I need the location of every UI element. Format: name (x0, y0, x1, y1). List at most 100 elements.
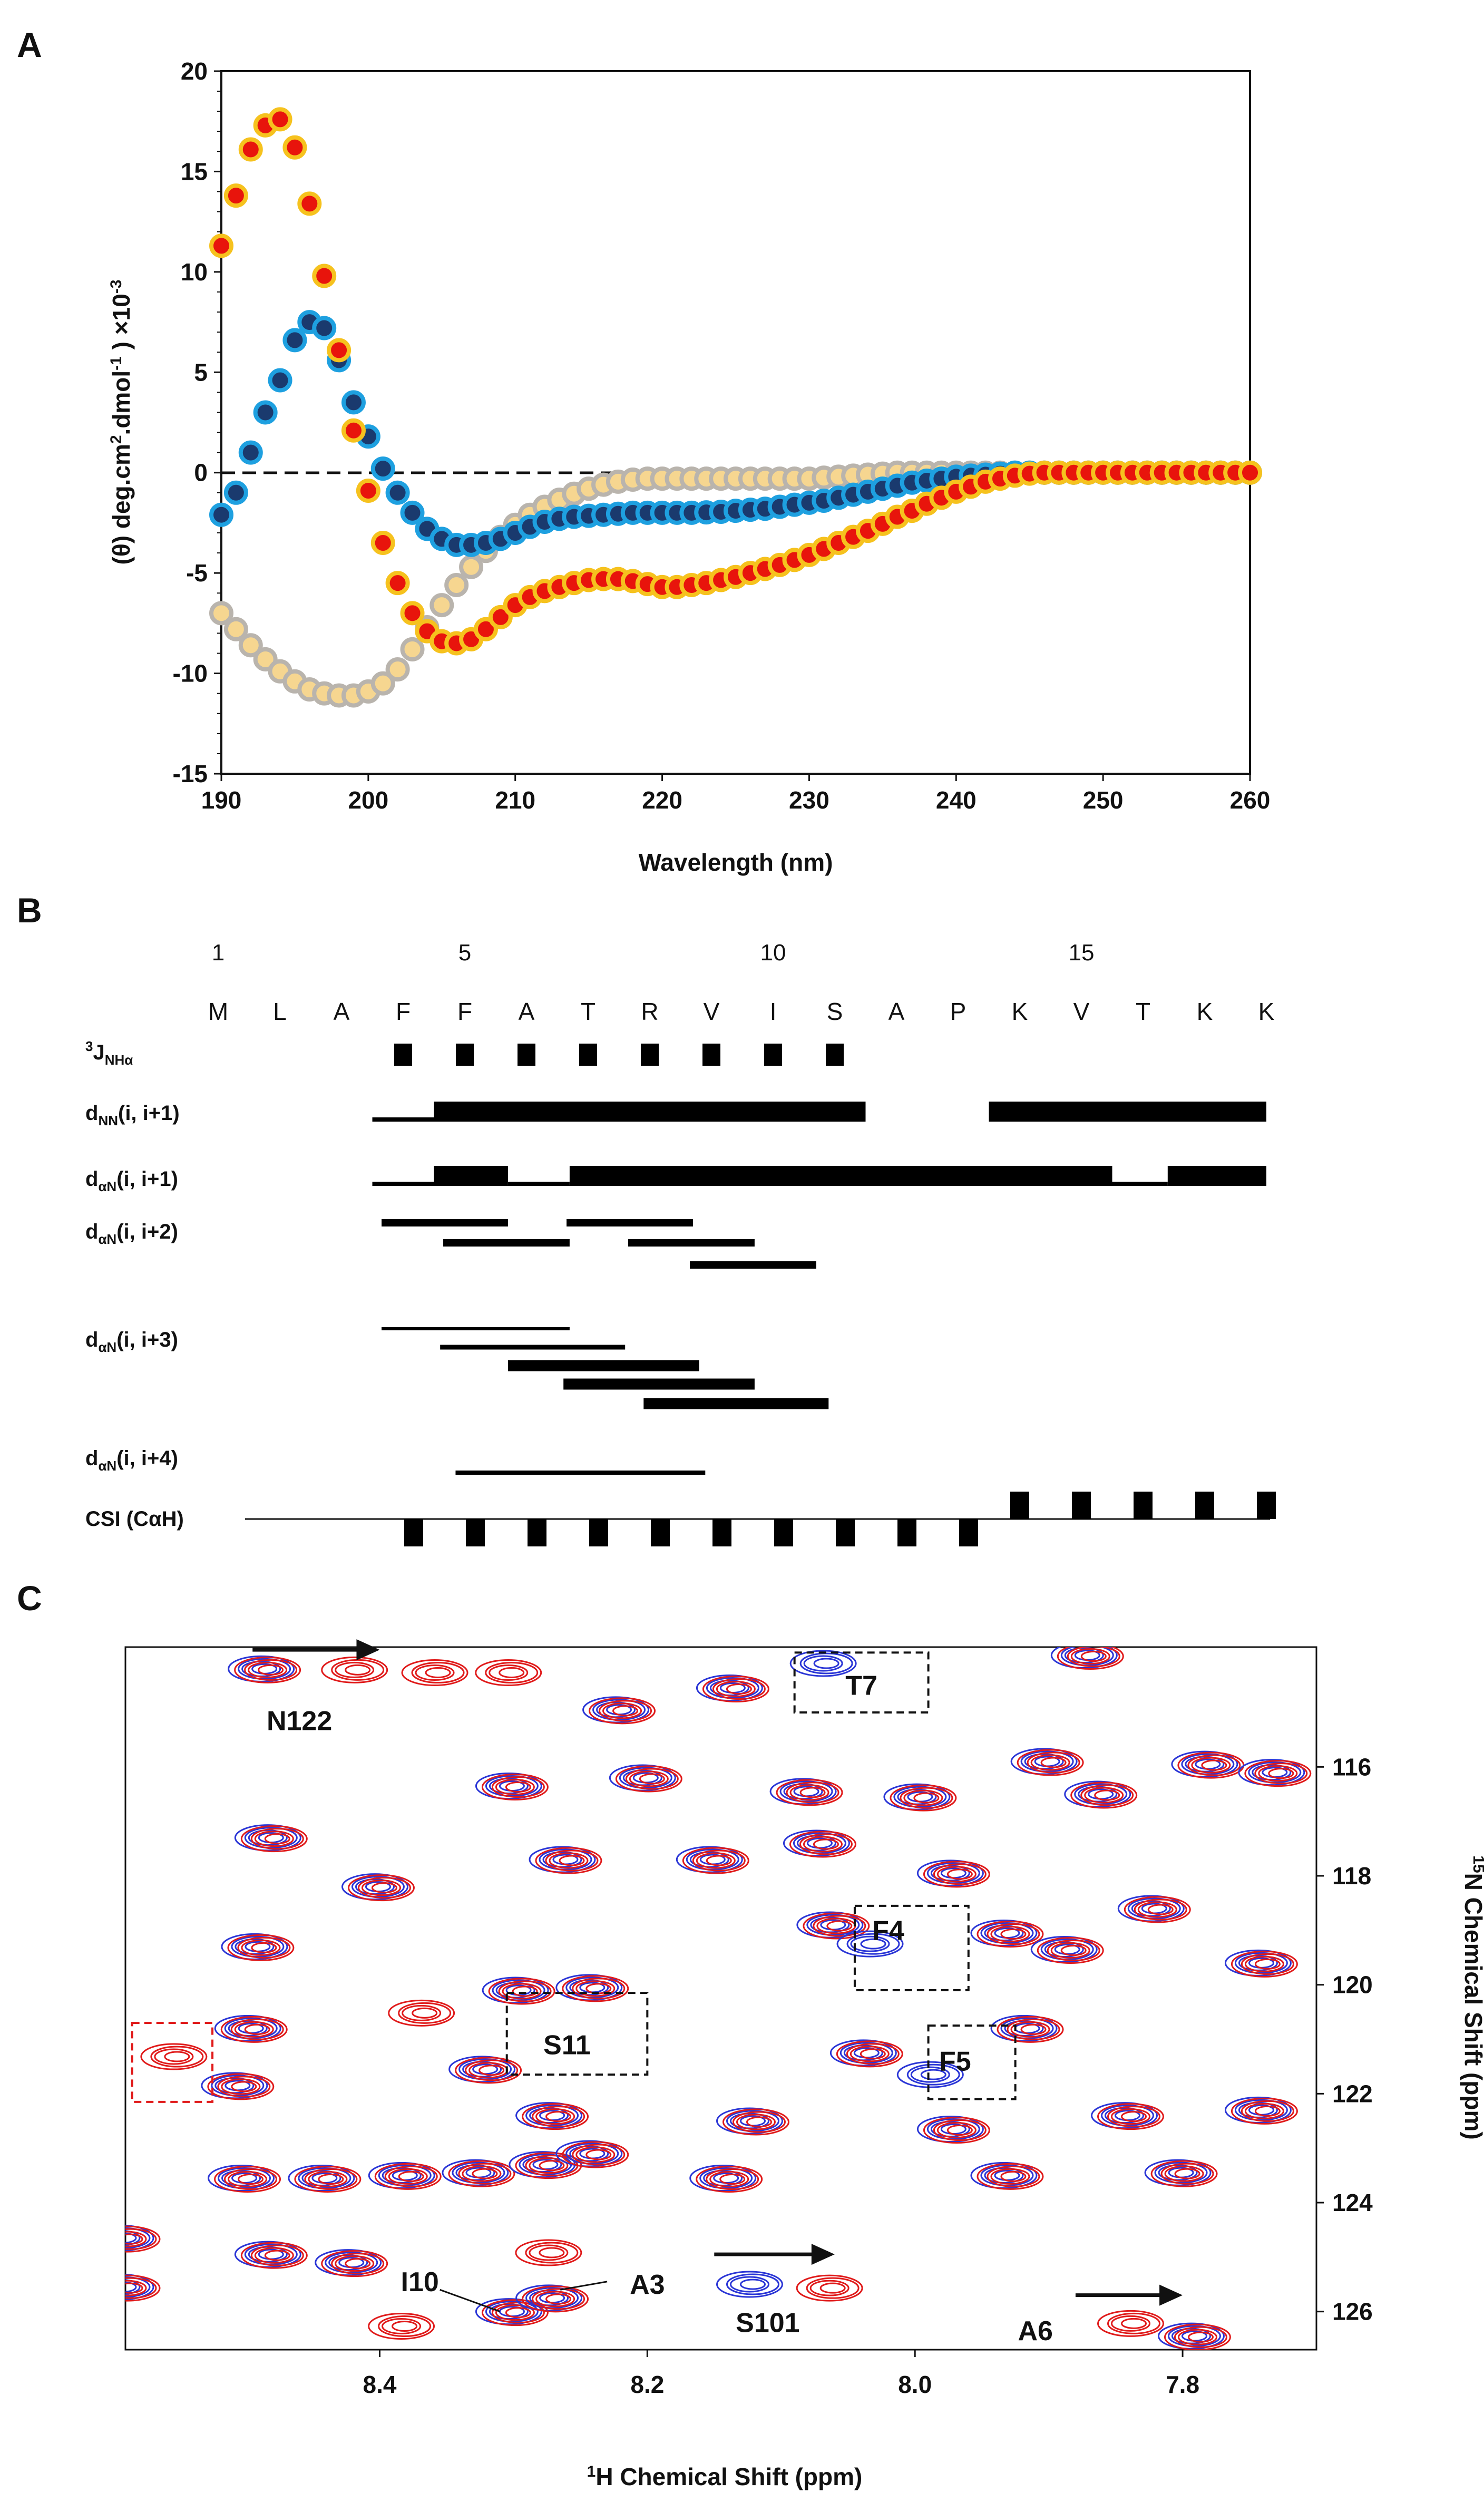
hsqc-y-tick-label: 122 (1332, 2080, 1373, 2107)
dan-i3-bar (643, 1398, 829, 1409)
contour-ring (237, 1936, 291, 1959)
contour-ring (315, 2249, 382, 2276)
contour-ring (796, 1911, 864, 1939)
contour-ring (1231, 1950, 1298, 1978)
contour-ring (933, 2119, 987, 2141)
contour-ring (345, 1664, 371, 1676)
contour-ring (125, 2225, 161, 2253)
contour-ring (806, 2277, 860, 2299)
j-coupling-mark (394, 1044, 412, 1066)
contour-ring (475, 1659, 542, 1686)
peak-blue (789, 1650, 857, 1677)
peak-red (977, 1921, 1044, 1948)
hsqc-x-tick-label: 8.4 (363, 2371, 396, 2398)
contour-ring (214, 2166, 281, 2193)
row-label-dnn-i1: dNN(i, i+1) (85, 1102, 180, 1128)
contour-ring (455, 2057, 522, 2084)
contour-ring (125, 2281, 137, 2293)
contour-ring (545, 2293, 572, 2305)
contour-ring (860, 1938, 886, 1950)
row-label-dan-i2: dαN(i, i+2) (85, 1220, 178, 1247)
sequence-residue: T (581, 998, 595, 1025)
peak-red (796, 2274, 863, 2302)
peak-label: I10 (401, 2267, 439, 2297)
contour-ring (1067, 1647, 1120, 1667)
dan-i1-bar (1167, 1166, 1266, 1186)
contour-ring (1244, 1760, 1312, 1787)
contour-ring (448, 2160, 515, 2187)
contour-ring (716, 2271, 783, 2298)
contour-ring (1040, 1757, 1067, 1768)
contour-ring (244, 1659, 298, 1681)
contour-ring (1010, 2021, 1050, 2038)
peak-blue (125, 2273, 154, 2301)
contour-ring (532, 2288, 585, 2310)
contour-ring (997, 2016, 1064, 2043)
peak-red (1057, 1647, 1124, 1670)
contour-ring (946, 2125, 973, 2136)
contour-ring (489, 1664, 529, 1681)
peak-blue (1157, 2322, 1225, 2350)
data-point-blue (238, 440, 263, 465)
contour-ring (1231, 2097, 1298, 2125)
data-point-blue (400, 500, 425, 525)
contour-ring (809, 2280, 850, 2296)
contour-ring (485, 1662, 539, 1683)
contour-ring (240, 2242, 308, 2269)
peak-red (321, 2250, 388, 2277)
contour-ring (250, 2244, 304, 2266)
contour-ring (819, 2282, 846, 2294)
data-point-red (1238, 460, 1262, 485)
residue-number: 5 (458, 940, 471, 966)
contour-ring (345, 2258, 371, 2270)
contour-ring (1000, 2170, 1027, 2182)
dashed-box (505, 1992, 649, 2076)
data-point-blue (312, 316, 337, 340)
dan-i2-bar (567, 1219, 693, 1226)
contour-ring (1090, 2102, 1158, 2129)
label-leader-line (560, 2281, 608, 2291)
contour-ring (572, 1978, 626, 2000)
contour-ring (515, 2239, 582, 2266)
peak-red (1017, 1749, 1084, 1776)
data-point-blue (209, 502, 233, 527)
peak-red (227, 1934, 295, 1961)
contour-ring (1094, 1789, 1120, 1801)
csi-bar-negative (959, 1519, 978, 1546)
contour-ring (1254, 1763, 1308, 1785)
hsqc-y-tick-label: 116 (1332, 1753, 1371, 1780)
row-label-csi: CSI (CαH) (85, 1507, 184, 1531)
contour-ring (696, 1675, 763, 1701)
contour-ring (254, 1831, 294, 1847)
contour-ring (227, 1934, 295, 1961)
sequence-residue: P (950, 998, 966, 1025)
contour-ring (803, 1836, 843, 1853)
x-tick-label: 250 (1083, 786, 1124, 814)
data-point-blue (385, 480, 410, 505)
contour-ring (883, 1783, 951, 1810)
contour-ring (378, 2315, 432, 2337)
dan-i1-bar (434, 1166, 508, 1186)
contour-ring (535, 1847, 602, 1874)
contour-ring (402, 2004, 442, 2021)
hsqc-x-tick-label: 8.2 (630, 2371, 664, 2398)
data-point-red (341, 418, 366, 443)
j-coupling-mark (764, 1044, 782, 1066)
contour-ring (228, 1655, 295, 1682)
contour-ring (572, 2144, 626, 2166)
contour-ring (692, 1849, 746, 1872)
contour-ring (1057, 1647, 1124, 1670)
contour-ring (512, 1985, 538, 1997)
contour-ring (125, 2274, 161, 2302)
contour-ring (221, 2078, 261, 2095)
contour-ring (532, 2106, 585, 2128)
csi-bar-positive (1072, 1492, 1091, 1519)
contour-ring (970, 1920, 1038, 1946)
dan-i3-bar (440, 1345, 626, 1350)
contour-ring (799, 1652, 853, 1675)
peak-red (1164, 2323, 1231, 2350)
contour-ring (1007, 2018, 1060, 2040)
contour-ring (1254, 2105, 1281, 2117)
peak-red (682, 1847, 749, 1874)
cd-spectrum-chart: 190 200 210 220 230 240 250 260 20 15 10 5 0 -5 -10 -15… (108, 57, 1270, 876)
